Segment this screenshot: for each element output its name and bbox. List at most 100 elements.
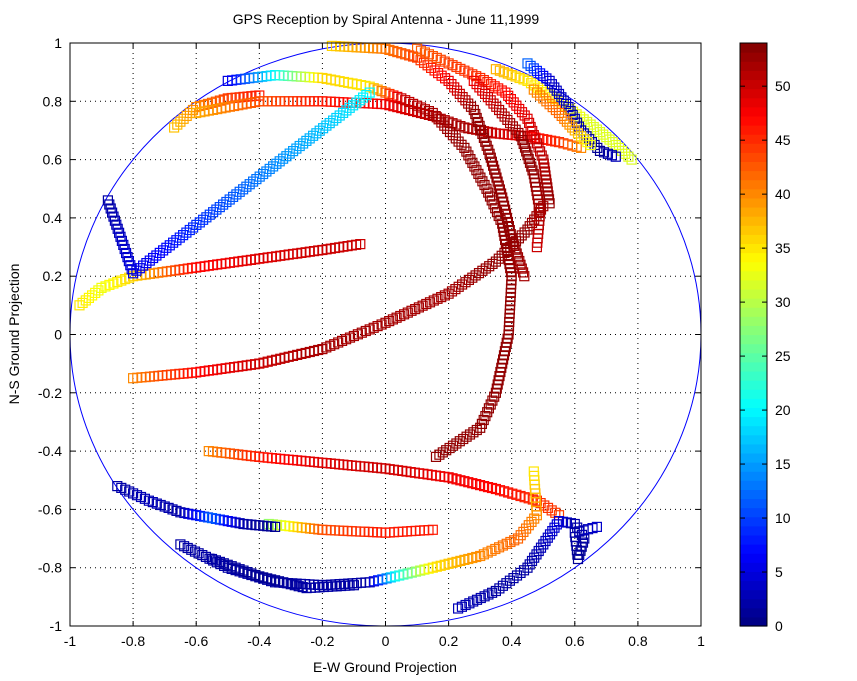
colorbar-band bbox=[740, 234, 767, 245]
data-point bbox=[413, 302, 424, 313]
data-point bbox=[433, 114, 444, 125]
data-point bbox=[352, 329, 363, 340]
colorbar-band bbox=[740, 325, 767, 336]
data-point bbox=[424, 297, 436, 308]
data-point bbox=[222, 515, 233, 527]
colorbar-band bbox=[740, 361, 767, 372]
data-point bbox=[516, 131, 527, 142]
data-point bbox=[544, 198, 555, 209]
data-point bbox=[434, 449, 445, 460]
data-point bbox=[412, 43, 423, 54]
data-point bbox=[439, 56, 450, 67]
data-point bbox=[417, 300, 428, 311]
data-point bbox=[487, 258, 498, 269]
data-point bbox=[380, 87, 391, 98]
data-point bbox=[564, 103, 575, 115]
data-point bbox=[189, 546, 201, 557]
data-point bbox=[579, 134, 590, 145]
data-point bbox=[457, 91, 468, 103]
data-point bbox=[218, 199, 229, 210]
colorbar-tick-label: 20 bbox=[775, 402, 791, 418]
data-point bbox=[519, 271, 530, 282]
data-point bbox=[427, 107, 438, 119]
data-point bbox=[443, 472, 454, 483]
data-point bbox=[478, 414, 489, 426]
data-point bbox=[422, 60, 433, 71]
data-point bbox=[610, 139, 621, 151]
data-point bbox=[298, 138, 309, 149]
data-point bbox=[464, 598, 475, 609]
data-point bbox=[516, 230, 527, 241]
data-point bbox=[333, 337, 344, 348]
data-point bbox=[355, 239, 366, 250]
data-point bbox=[471, 594, 483, 605]
data-point bbox=[486, 127, 498, 138]
data-point bbox=[128, 488, 139, 499]
data-point bbox=[206, 553, 218, 565]
data-point bbox=[520, 523, 532, 534]
data-point bbox=[270, 521, 281, 533]
data-point bbox=[184, 224, 195, 236]
data-point bbox=[574, 111, 586, 122]
colorbar-tick-label: 0 bbox=[775, 618, 783, 634]
data-point bbox=[404, 96, 415, 108]
data-point bbox=[178, 230, 189, 241]
data-point bbox=[508, 572, 519, 584]
colorbar-band bbox=[740, 316, 767, 326]
data-point bbox=[454, 88, 465, 100]
colorbar-band bbox=[740, 580, 767, 591]
data-point bbox=[506, 233, 517, 244]
data-point bbox=[444, 126, 456, 138]
data-point bbox=[224, 194, 235, 205]
data-point bbox=[410, 304, 421, 315]
data-point bbox=[514, 255, 525, 267]
data-point bbox=[148, 252, 159, 264]
data-point bbox=[376, 85, 387, 97]
data-point bbox=[169, 122, 180, 133]
data-point bbox=[415, 45, 427, 56]
data-point bbox=[547, 101, 558, 113]
data-point bbox=[294, 140, 305, 152]
data-point bbox=[508, 97, 519, 108]
data-point bbox=[478, 549, 489, 560]
data-point bbox=[297, 581, 308, 593]
data-point bbox=[488, 199, 499, 210]
data-point bbox=[495, 214, 506, 225]
colorbar-band bbox=[740, 407, 767, 418]
data-point bbox=[517, 267, 529, 278]
colorbar-band bbox=[740, 43, 767, 53]
data-point bbox=[485, 399, 496, 410]
data-point bbox=[626, 154, 637, 165]
colorbar-band bbox=[740, 416, 767, 427]
data-point bbox=[490, 256, 501, 267]
colorbar-band bbox=[740, 143, 767, 153]
data-point bbox=[475, 550, 486, 562]
data-point bbox=[451, 556, 462, 568]
data-point bbox=[440, 73, 451, 84]
data-point bbox=[526, 516, 537, 528]
colorbar-tick-label: 40 bbox=[775, 186, 791, 202]
colorbar-band bbox=[740, 480, 767, 490]
data-point bbox=[623, 151, 634, 162]
colorbar-band bbox=[740, 206, 767, 217]
colorbar-frame bbox=[739, 42, 768, 627]
data-point bbox=[368, 322, 379, 333]
data-point bbox=[443, 75, 454, 87]
colorbar-tick-label: 10 bbox=[775, 510, 791, 526]
data-point bbox=[475, 592, 486, 604]
data-point bbox=[507, 237, 519, 248]
data-point bbox=[515, 567, 526, 579]
data-point bbox=[116, 275, 127, 286]
data-point bbox=[582, 137, 593, 148]
data-point bbox=[432, 293, 443, 304]
data-point bbox=[426, 62, 437, 74]
data-point bbox=[490, 585, 501, 597]
data-point bbox=[412, 100, 423, 111]
colorbar-band bbox=[740, 216, 767, 226]
colorbar-band bbox=[740, 61, 767, 71]
data-point bbox=[507, 121, 518, 132]
x-tick-label: 0.4 bbox=[502, 633, 522, 649]
data-point bbox=[179, 541, 190, 552]
data-point bbox=[344, 332, 356, 343]
data-point bbox=[402, 307, 413, 318]
